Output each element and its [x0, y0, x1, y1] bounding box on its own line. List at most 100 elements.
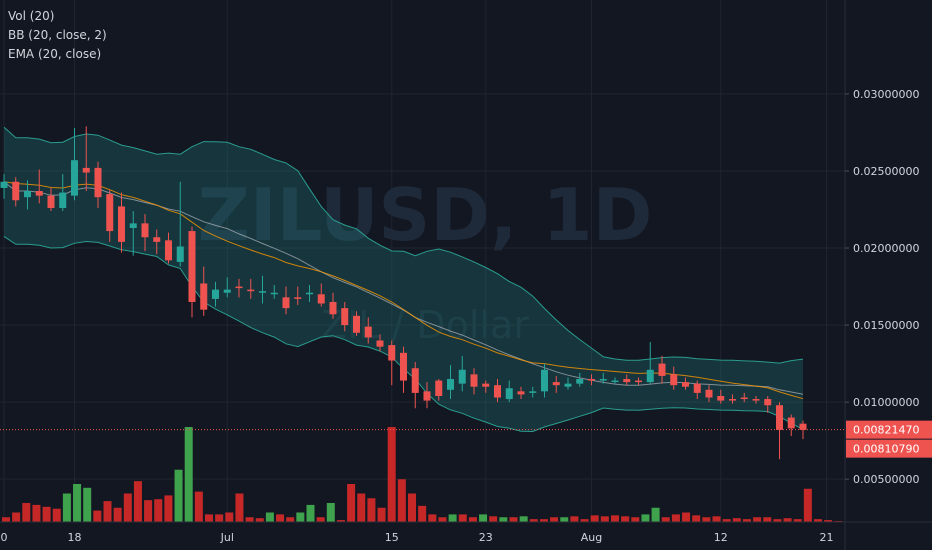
candle-body	[294, 297, 302, 299]
candle-body	[306, 292, 313, 295]
volume-bar	[793, 519, 802, 522]
x-tick-label: 15	[385, 531, 399, 544]
volume-bar	[367, 498, 376, 522]
volume-bar	[621, 516, 630, 522]
volume-bar	[682, 512, 691, 522]
x-tick-label: Jul	[220, 531, 234, 544]
volume-bar	[753, 517, 762, 522]
candle-body	[94, 167, 102, 198]
volume-bar	[773, 519, 782, 522]
volume-bar	[570, 516, 579, 522]
x-tick-label: 0	[1, 531, 8, 544]
candle-body	[458, 369, 466, 384]
volume-bar	[357, 493, 366, 522]
volume-bar	[225, 512, 234, 522]
candle-body	[505, 388, 513, 400]
legend-volume[interactable]: Vol (20)	[8, 9, 55, 23]
volume-bar	[651, 507, 660, 522]
volume-bar	[306, 504, 315, 522]
candle-body	[353, 315, 360, 333]
volume-bar	[184, 427, 193, 522]
candle-body	[787, 417, 795, 429]
volume-bar	[245, 517, 254, 522]
candle-body	[176, 246, 184, 262]
candle-body	[0, 181, 8, 188]
volume-bar	[722, 519, 731, 522]
volume-bar	[814, 519, 822, 522]
volume-bar	[316, 517, 325, 522]
volume-bar	[661, 517, 670, 522]
volume-bar	[235, 493, 244, 522]
candle-body	[599, 379, 607, 381]
x-tick-label: 23	[479, 531, 493, 544]
candle-body	[212, 289, 219, 299]
volume-bar	[174, 469, 183, 522]
volume-bar	[336, 520, 345, 522]
candle-body	[82, 167, 90, 173]
candle-body	[646, 369, 654, 383]
watermark-symbol: ZILUSD, 1D	[198, 173, 653, 257]
candle-body	[682, 382, 689, 387]
volume-bar	[133, 481, 142, 522]
volume-bar	[803, 488, 812, 522]
volume-bar	[62, 493, 71, 522]
candle-body	[740, 397, 748, 400]
volume-bar	[418, 505, 427, 522]
candle-body	[106, 194, 114, 232]
y-tick-label: 0.00500000	[853, 473, 919, 486]
candle-body	[552, 382, 560, 386]
bollinger-band-fill	[4, 127, 803, 432]
candle-body	[588, 379, 595, 381]
candle-body	[259, 291, 266, 293]
volume-bar	[377, 507, 386, 522]
candle-body	[141, 223, 149, 238]
volume-bar	[671, 514, 680, 522]
x-tick-label: Aug	[581, 531, 602, 544]
y-tick-label: 0.02500000	[853, 165, 919, 178]
y-tick-label: 0.01000000	[853, 396, 919, 409]
volume-bar	[113, 507, 122, 522]
candle-body	[752, 399, 760, 401]
volume-bar	[641, 514, 650, 522]
volume-bar	[22, 503, 31, 522]
candle-body	[541, 369, 548, 392]
candle-body	[705, 389, 713, 398]
volume-bar	[296, 512, 305, 522]
candle-body	[247, 289, 255, 292]
volume-bar	[387, 427, 396, 522]
volume-bar	[397, 479, 406, 522]
candle-body	[200, 283, 208, 310]
volume-bar	[489, 516, 498, 522]
price-tag-label: 0.00821470	[853, 424, 919, 437]
candle-body	[529, 391, 537, 393]
volume-bar	[144, 500, 153, 522]
candle-body	[329, 301, 337, 315]
candle-body	[47, 195, 55, 208]
volume-bar	[600, 516, 609, 522]
legend-ema[interactable]: EMA (20, close)	[8, 47, 102, 61]
volume-bar	[326, 503, 335, 522]
price-tag-label: 0.00810790	[853, 443, 919, 456]
candle-body	[564, 383, 572, 387]
candle-body	[12, 181, 20, 201]
legend-bollinger[interactable]: BB (20, close, 2)	[8, 28, 107, 42]
volume-bar	[438, 517, 447, 522]
volume-bar	[763, 517, 772, 522]
candle-body	[423, 391, 431, 401]
candle-body	[400, 352, 407, 381]
candle-body	[764, 399, 772, 406]
volume-bar	[742, 519, 751, 522]
candle-body	[188, 231, 196, 302]
candle-body	[670, 374, 678, 386]
volume-bar	[824, 520, 833, 522]
volume-bar	[611, 515, 619, 522]
volume-bar	[93, 510, 102, 522]
candle-body	[611, 380, 619, 383]
volume-bar	[702, 517, 711, 522]
candle-body	[776, 405, 783, 430]
volume-bar	[529, 519, 538, 522]
candle-body	[470, 374, 478, 387]
volume-bar	[783, 518, 792, 522]
